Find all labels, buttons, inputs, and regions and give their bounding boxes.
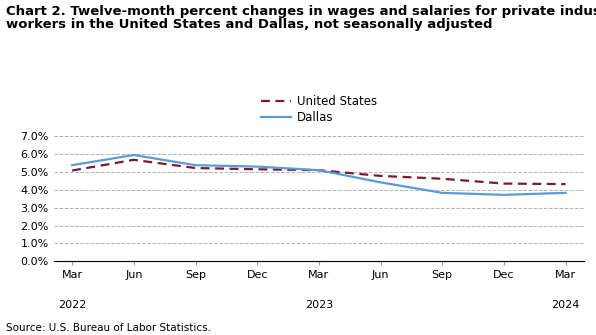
Text: Source: U.S. Bureau of Labor Statistics.: Source: U.S. Bureau of Labor Statistics. [6, 323, 211, 333]
United States [439, 177, 446, 181]
Line: United States: United States [72, 160, 566, 184]
Dallas [562, 191, 569, 195]
United States [254, 167, 261, 171]
Dallas [192, 163, 199, 167]
Text: workers in the United States and Dallas, not seasonally adjusted: workers in the United States and Dallas,… [6, 18, 492, 31]
Line: Dallas: Dallas [72, 155, 566, 195]
Text: Chart 2. Twelve-month percent changes in wages and salaries for private industry: Chart 2. Twelve-month percent changes in… [6, 5, 596, 18]
Dallas [131, 153, 138, 157]
Legend: United States, Dallas: United States, Dallas [256, 90, 381, 129]
Text: 2022: 2022 [58, 300, 86, 310]
United States [377, 174, 384, 178]
United States [315, 168, 322, 172]
United States [500, 182, 507, 186]
United States [192, 166, 199, 170]
United States [69, 169, 76, 173]
Dallas [377, 180, 384, 184]
United States [562, 182, 569, 186]
Dallas [315, 168, 322, 172]
Dallas [500, 193, 507, 197]
Text: 2024: 2024 [551, 300, 580, 310]
Dallas [439, 191, 446, 195]
Text: 2023: 2023 [305, 300, 333, 310]
United States [131, 158, 138, 162]
Dallas [254, 164, 261, 169]
Dallas [69, 163, 76, 167]
